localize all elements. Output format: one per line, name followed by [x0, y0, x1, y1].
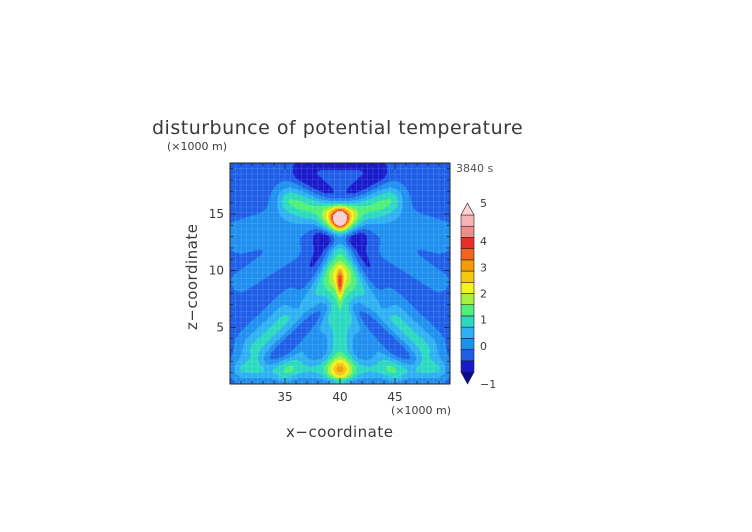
y-axis-label: z−coordinate — [183, 224, 201, 330]
x-tick-label: 45 — [387, 390, 402, 404]
x-axis-label: x−coordinate — [286, 423, 393, 441]
colorbar: −1 0 1 2 3 4 5 — [460, 197, 496, 391]
colorbar-extend-over — [460, 202, 475, 216]
colorbar-bin — [460, 225, 475, 238]
colorbar-bin — [460, 326, 475, 339]
colorbar-bin — [460, 248, 475, 261]
y-tick-label: 10 — [209, 264, 224, 278]
y-axis-ticks: 5 10 15 — [209, 168, 450, 385]
colorbar-bin — [460, 237, 475, 249]
colorbar-bin — [460, 259, 475, 272]
colorbar-bin — [460, 360, 475, 373]
colorbar-bin — [460, 214, 475, 227]
chart-title: disturbunce of potential temperature — [152, 117, 523, 139]
plot-area — [230, 163, 450, 384]
colorbar-bin — [460, 293, 475, 306]
x-axis-unit: (×1000 m) — [391, 404, 451, 417]
y-tick-label: 5 — [216, 320, 224, 334]
colorbar-bin — [460, 315, 475, 328]
colorbar-tick-label: 5 — [480, 197, 487, 210]
y-tick-label: 15 — [209, 207, 224, 221]
heatmap-field — [230, 163, 450, 384]
colorbar-extend-under — [460, 371, 475, 385]
colorbar-tick-label: −1 — [480, 378, 496, 391]
colorbar-bin — [460, 304, 475, 317]
colorbar-bin — [460, 338, 475, 350]
colorbar-bin — [460, 349, 475, 362]
colorbar-tick-label: 0 — [480, 340, 487, 353]
colorbar-tick-label: 3 — [480, 261, 487, 274]
colorbar-bin — [460, 281, 475, 294]
x-tick-label: 35 — [277, 390, 292, 404]
colorbar-bin — [460, 270, 475, 283]
y-axis-unit: (×1000 m) — [167, 140, 227, 153]
x-tick-label: 40 — [332, 390, 347, 404]
colorbar-tick-label: 4 — [480, 235, 487, 248]
colorbar-tick-label: 1 — [480, 314, 487, 327]
time-label: 3840 s — [456, 162, 493, 175]
colorbar-tick-label: 2 — [480, 288, 487, 301]
x-axis-ticks: 35 40 45 — [229, 163, 451, 404]
fine-gridlines — [230, 163, 450, 384]
